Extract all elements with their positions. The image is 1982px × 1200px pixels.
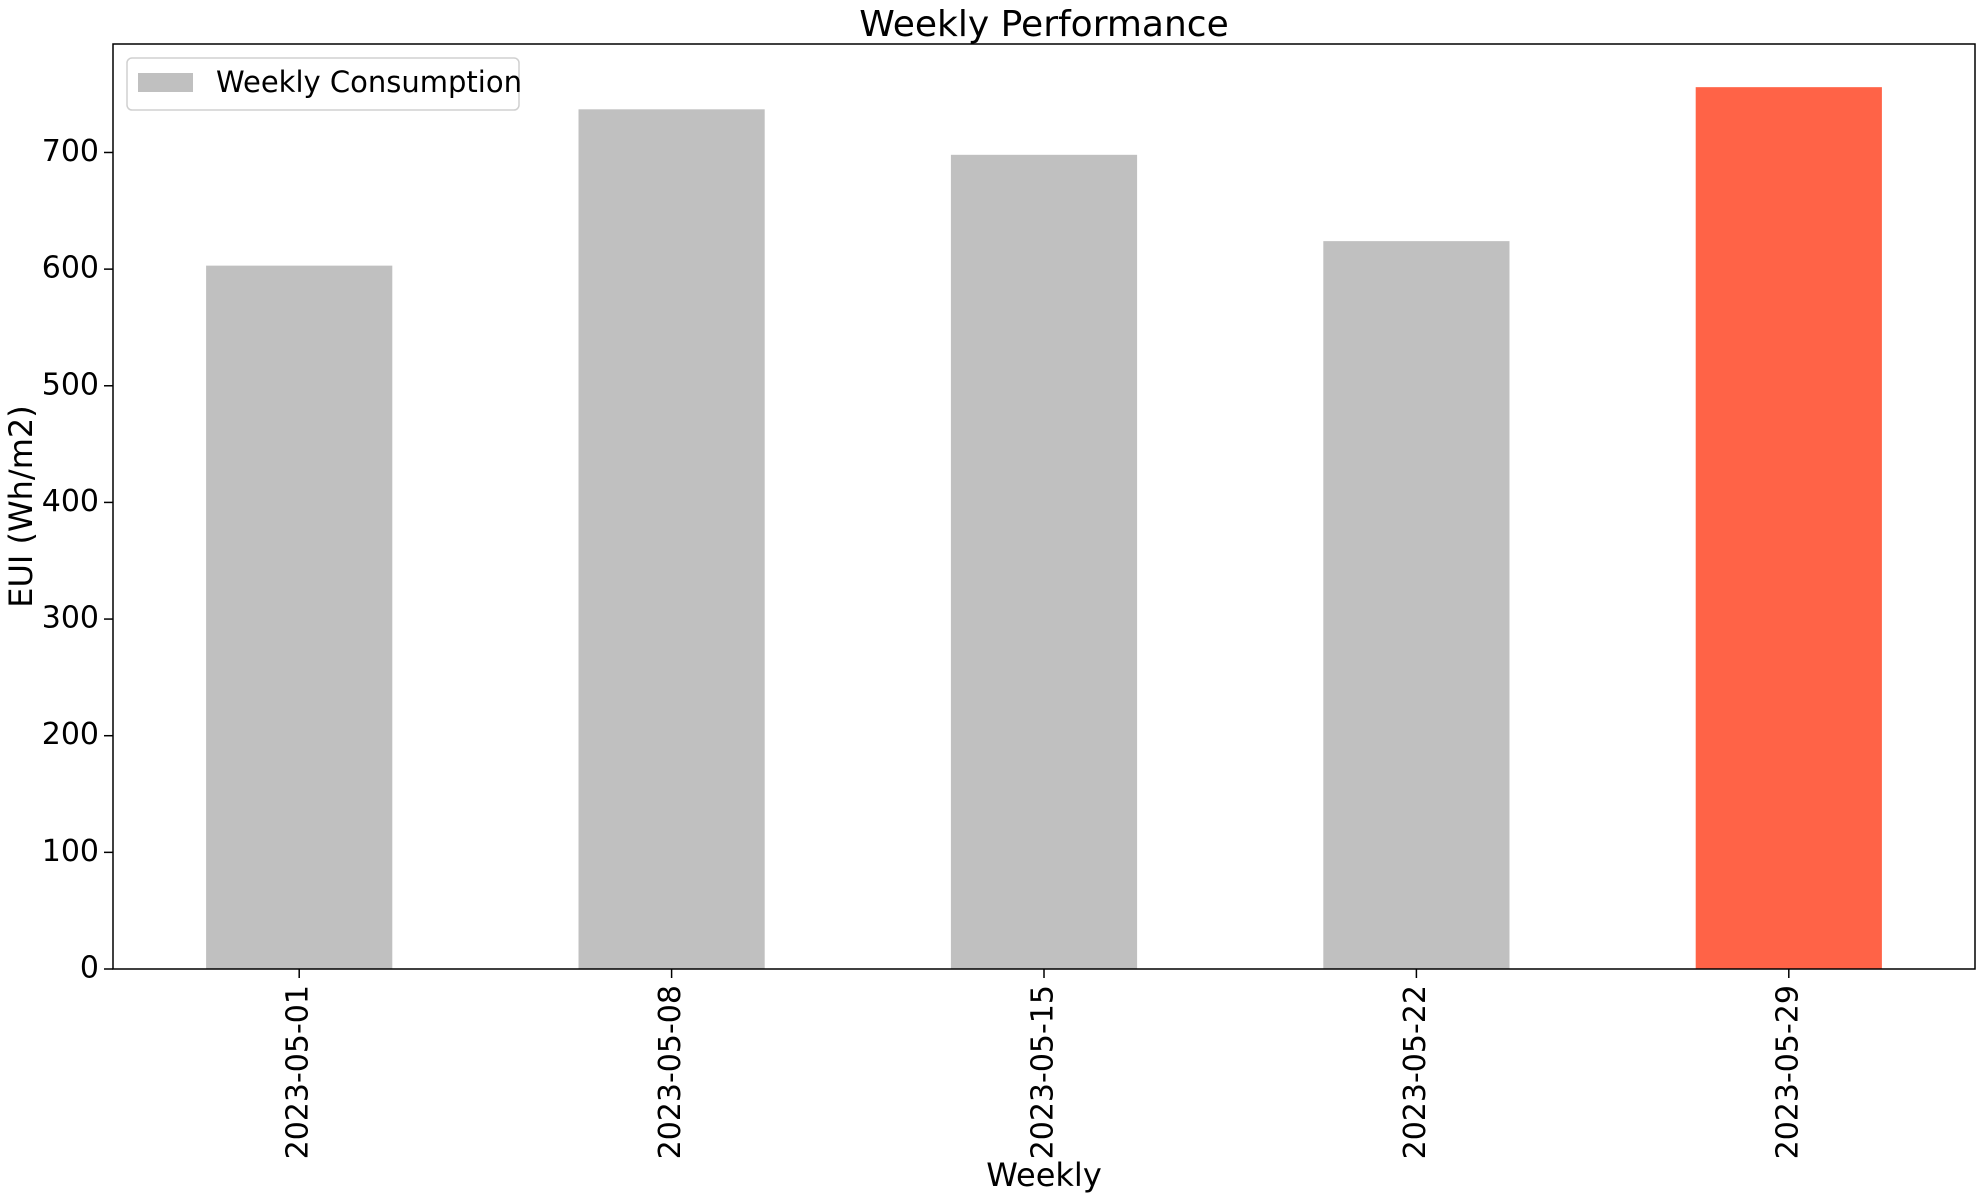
- x-tick-label: 2023-05-22: [1398, 985, 1433, 1159]
- x-tick-label: 2023-05-15: [1026, 985, 1061, 1159]
- y-tick-label: 600: [42, 251, 99, 286]
- x-axis-label: Weekly: [986, 1156, 1102, 1194]
- y-tick-label: 200: [42, 717, 99, 752]
- y-tick-label: 300: [42, 601, 99, 636]
- y-tick-label: 400: [42, 484, 99, 519]
- x-axis: 2023-05-01 2023-05-08 2023-05-15 2023-05-22…: [281, 969, 1805, 1159]
- y-tick-label: 100: [42, 834, 99, 869]
- legend-label: Weekly Consumption: [216, 65, 522, 99]
- legend-box: [126, 57, 520, 111]
- y-tick-label: 500: [42, 367, 99, 402]
- bar-2023-05-01: [206, 265, 393, 970]
- bar-2023-05-22: [1323, 241, 1510, 969]
- x-tick-label: 2023-05-08: [653, 985, 688, 1159]
- legend: Weekly Consumption: [126, 57, 522, 111]
- bar-2023-05-08: [578, 109, 765, 970]
- x-tick-label: 2023-05-01: [281, 985, 316, 1159]
- bar-2023-05-15: [950, 154, 1138, 970]
- bars-group: [206, 87, 1882, 970]
- y-tick-label: 700: [42, 134, 99, 169]
- y-tick-label: 0: [80, 951, 99, 986]
- bar-2023-05-29: [1695, 87, 1882, 970]
- x-tick-label: 2023-05-29: [1770, 985, 1805, 1159]
- legend-swatch: [138, 73, 193, 92]
- y-axis-label: EUI (Wh/m2): [2, 405, 40, 607]
- chart-title: Weekly Performance: [859, 4, 1229, 45]
- y-axis: 0 100 200 300 400 500 600 700: [42, 134, 113, 986]
